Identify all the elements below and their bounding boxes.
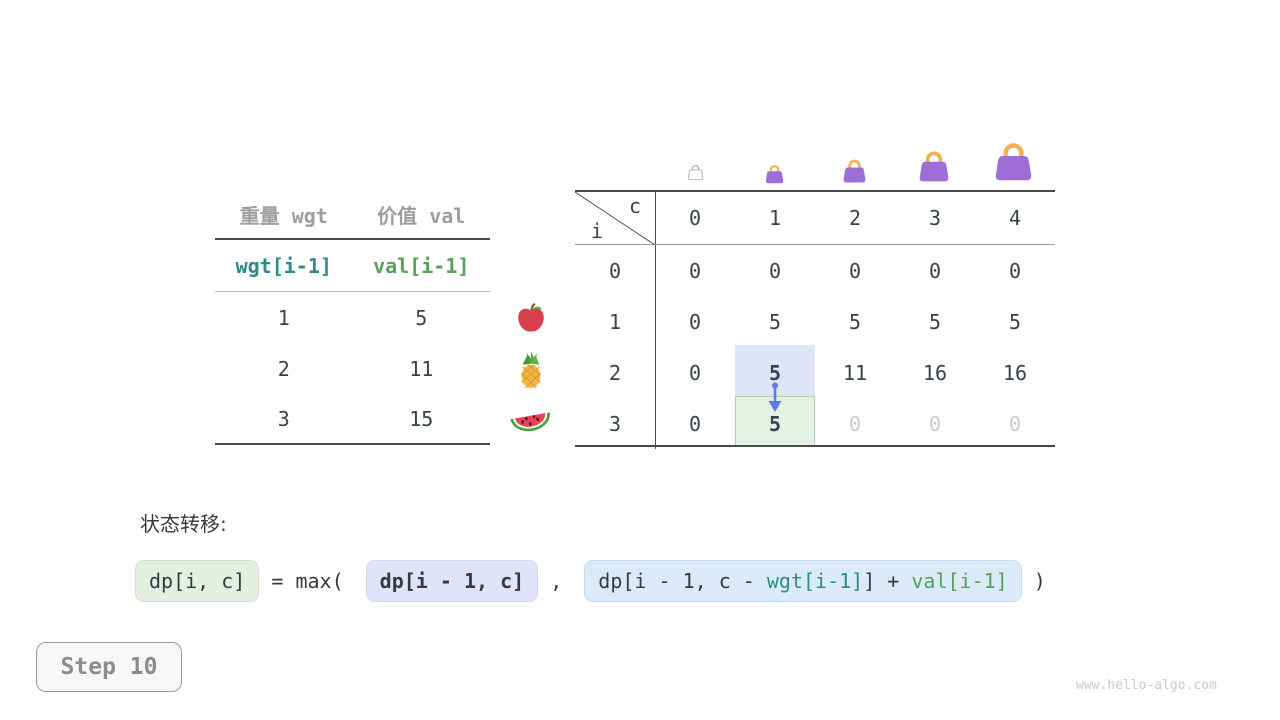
- value-column-header: 价值 val: [377, 203, 466, 228]
- dp-cell-2-0: 0: [688, 360, 702, 385]
- watermelon-icon: [506, 402, 556, 444]
- dp-cell-1-2: 5: [848, 309, 862, 334]
- item-1-value: 5: [415, 305, 428, 330]
- take-option-mid: ] +: [863, 569, 912, 593]
- dp-table: c i 0 1 2 3 4 0 0 0 0 0 0 1 0 5 5 5 5 2: [575, 190, 1055, 449]
- dp-cell-2-2: 11: [842, 360, 868, 385]
- item-row-1: 1 5: [215, 292, 490, 343]
- dp-cell-0-0: 0: [688, 258, 702, 283]
- transition-arrow-icon: [768, 382, 782, 412]
- site-watermark: www.hello-algo.com: [1076, 678, 1217, 693]
- dp-cell-3-1-target: 5: [768, 411, 782, 436]
- dp-cell-0-1: 0: [768, 258, 782, 283]
- take-option-wgt-term: wgt[i-1]: [766, 569, 864, 593]
- dp-table-divider: [655, 192, 656, 449]
- pineapple-icon: [512, 350, 550, 394]
- dp-axis-corner: c i: [575, 192, 655, 245]
- items-table: 重量 wgt 价值 val wgt[i-1] val[i-1] 1 5 2 11…: [215, 190, 490, 445]
- dp-cell-0-2: 0: [848, 258, 862, 283]
- dp-cell-3-3: 0: [928, 411, 942, 436]
- dp-cell-1-0: 0: [688, 309, 702, 334]
- weight-column-header: 重量 wgt: [239, 203, 328, 228]
- bag-size-4-icon: [990, 139, 1037, 190]
- row-label-3: 3: [608, 411, 622, 436]
- row-label-2: 2: [608, 360, 622, 385]
- formula-close-paren: ): [1021, 569, 1046, 593]
- dp-row-2: 2 0 5 11 16 16: [575, 347, 1055, 398]
- dp-table-header: c i 0 1 2 3 4: [575, 192, 1055, 245]
- item-3-value: 15: [409, 406, 434, 431]
- formula-keep-option-box: dp[i - 1, c]: [365, 560, 539, 602]
- row-label-1: 1: [608, 309, 622, 334]
- state-transition-formula: dp[i, c] = max( dp[i - 1, c] , dp[i - 1,…: [135, 558, 1046, 604]
- bag-size-1-icon: [763, 163, 786, 190]
- apple-icon: [512, 301, 550, 339]
- dp-cell-1-4: 5: [1008, 309, 1022, 334]
- dp-cell-2-3: 16: [922, 360, 948, 385]
- item-3-weight: 3: [277, 406, 290, 431]
- item-2-weight: 2: [277, 356, 290, 381]
- formula-lhs-box: dp[i, c]: [135, 560, 260, 602]
- state-transition-heading: 状态转移:: [140, 512, 227, 536]
- items-table-header: 重量 wgt 价值 val: [215, 190, 490, 240]
- formula-take-option-box: dp[i - 1, c - wgt[i-1]] + val[i-1]: [584, 560, 1022, 602]
- item-row-2: 2 11: [215, 343, 490, 394]
- dp-row-3: 3 0 5 0 0 0: [575, 398, 1055, 449]
- wgt-index-label: wgt[i-1]: [235, 253, 332, 278]
- dp-row-1: 1 0 5 5 5 5: [575, 296, 1055, 347]
- bag-size-3-icon: [915, 148, 953, 190]
- dp-cell-2-4: 16: [1002, 360, 1028, 385]
- take-option-val-term: val[i-1]: [911, 569, 1008, 593]
- dp-cell-3-4: 0: [1008, 411, 1022, 436]
- dp-cell-0-3: 0: [928, 258, 942, 283]
- take-option-prefix: dp[i - 1, c -: [598, 569, 767, 593]
- dp-cell-1-1: 5: [768, 309, 782, 334]
- col-axis-label: c: [628, 194, 641, 218]
- col-header-4: 4: [1008, 206, 1022, 230]
- item-1-weight: 1: [277, 305, 290, 330]
- formula-operator: = max(: [259, 569, 356, 593]
- dp-cell-3-0: 0: [688, 411, 702, 436]
- dp-row-0: 0 0 0 0 0 0: [575, 245, 1055, 296]
- items-table-index-row: wgt[i-1] val[i-1]: [215, 240, 490, 292]
- val-index-label: val[i-1]: [373, 253, 470, 278]
- row-label-0: 0: [608, 258, 622, 283]
- item-2-value: 11: [409, 356, 434, 381]
- dp-cell-3-2: 0: [848, 411, 862, 436]
- dp-cell-0-4: 0: [1008, 258, 1022, 283]
- formula-separator: ,: [538, 569, 575, 593]
- col-header-3: 3: [928, 206, 942, 230]
- col-header-0: 0: [688, 206, 702, 230]
- empty-bag-icon: [686, 163, 705, 186]
- dp-cell-2-1-source: 5: [768, 360, 782, 385]
- bag-size-2-icon: [840, 157, 869, 190]
- dp-cell-1-3: 5: [928, 309, 942, 334]
- col-header-1: 1: [768, 206, 782, 230]
- row-axis-label: i: [591, 219, 604, 243]
- item-row-3: 3 15: [215, 394, 490, 445]
- step-indicator-button[interactable]: Step 10: [36, 642, 182, 692]
- col-header-2: 2: [848, 206, 862, 230]
